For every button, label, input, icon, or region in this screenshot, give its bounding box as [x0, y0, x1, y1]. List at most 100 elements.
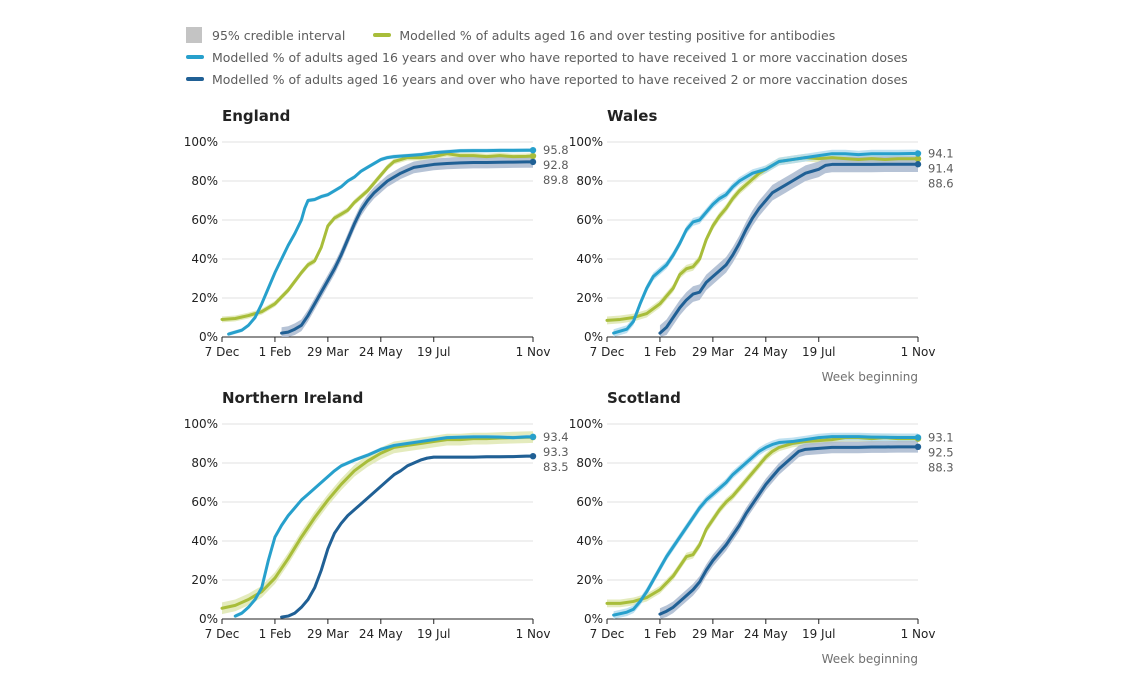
vacc2-interval-band	[659, 440, 918, 619]
vacc2-line	[658, 445, 920, 616]
vacc2-end-label: 83.5	[543, 460, 569, 474]
y-tick-label: 60%	[576, 495, 603, 509]
chart-panel-northern-ireland: Northern Ireland 0% 20% 40% 60% 80% 100% 7 Dec 1…	[184, 389, 569, 641]
y-tick-label: 0%	[584, 330, 603, 344]
antibodies-interval-band	[607, 153, 918, 325]
x-tick-label: 1 Feb	[644, 627, 677, 641]
antibodies-line	[220, 152, 535, 321]
antibodies-end-marker	[914, 155, 922, 162]
y-tick-label: 20%	[576, 573, 603, 587]
y-tick-label: 0%	[199, 330, 218, 344]
vacc2-interval-band	[281, 454, 533, 619]
panel-title: Scotland	[607, 389, 681, 407]
legend-row-2: Modelled % of adults aged 16 years and o…	[186, 46, 946, 68]
y-tick-label: 80%	[576, 456, 603, 470]
y-tick-label: 20%	[576, 291, 603, 305]
y-tick-label: 80%	[191, 174, 218, 188]
vacc1-interval-band	[613, 149, 918, 337]
antibodies-line	[220, 435, 535, 610]
panel-title: Wales	[607, 107, 657, 125]
legend-vacc1-label: Modelled % of adults aged 16 years and o…	[212, 49, 908, 65]
x-tick-label: 19 Jul	[417, 345, 451, 359]
y-tick-label: 80%	[576, 174, 603, 188]
y-tick-label: 80%	[191, 456, 218, 470]
y-tick-label: 100%	[184, 135, 218, 149]
vacc2-line	[658, 162, 920, 335]
panel-title: England	[222, 107, 290, 125]
vacc2-end-marker	[529, 452, 537, 460]
legend-item-vacc2: Modelled % of adults aged 16 years and o…	[186, 72, 908, 87]
y-tick-label: 20%	[191, 291, 218, 305]
x-tick-label: 29 Mar	[307, 345, 349, 359]
y-tick-label: 20%	[191, 573, 218, 587]
x-tick-label: 1 Nov	[901, 345, 936, 359]
y-tick-label: 100%	[569, 417, 603, 431]
legend-row-1: 95% credible interval Modelled % of adul…	[186, 24, 946, 46]
x-tick-label: 24 May	[359, 627, 403, 641]
x-tick-label: 7 Dec	[590, 345, 625, 359]
legend-antibodies-label: Modelled % of adults aged 16 and over te…	[399, 27, 836, 43]
x-tick-label: 1 Feb	[259, 345, 292, 359]
x-tick-label: 7 Dec	[205, 627, 240, 641]
vacc2-end-marker	[914, 443, 922, 451]
vacc2-end-marker	[914, 161, 922, 168]
antibodies-end-label: 93.3	[543, 445, 569, 459]
vacc1-end-label: 95.8	[543, 143, 569, 157]
interval-swatch	[186, 27, 202, 43]
x-tick-label: 1 Nov	[516, 345, 551, 359]
vacc2-end-label: 88.3	[928, 460, 954, 474]
antibodies-line	[605, 156, 920, 322]
y-tick-label: 60%	[191, 213, 218, 227]
vacc1-line	[227, 148, 535, 336]
antibodies-end-label: 92.5	[928, 445, 954, 459]
y-tick-label: 40%	[191, 534, 218, 548]
x-tick-label: 29 Mar	[692, 345, 734, 359]
x-tick-label: 24 May	[744, 627, 788, 641]
legend-item-antibodies: Modelled % of adults aged 16 and over te…	[373, 28, 835, 43]
x-tick-label: 7 Dec	[590, 627, 625, 641]
antibodies-end-label: 91.4	[928, 162, 954, 176]
y-tick-label: 0%	[584, 612, 603, 626]
vacc2-end-marker	[529, 158, 537, 166]
x-tick-label: 7 Dec	[205, 345, 240, 359]
vacc1-end-label: 94.1	[928, 147, 954, 161]
vacc1-swatch	[186, 55, 204, 59]
panel-title: Northern Ireland	[222, 389, 363, 407]
x-tick-label: 1 Feb	[259, 627, 292, 641]
vacc2-line	[280, 454, 535, 619]
chart-legend: 95% credible interval Modelled % of adul…	[186, 24, 946, 90]
vacc1-end-label: 93.1	[928, 430, 954, 444]
vacc1-end-marker	[914, 434, 922, 441]
x-tick-label: 24 May	[359, 345, 403, 359]
y-tick-label: 40%	[191, 252, 218, 266]
vacc2-end-label: 88.6	[928, 177, 954, 191]
vacc2-line	[280, 160, 535, 335]
vacc1-line	[612, 435, 920, 617]
x-tick-label: 29 Mar	[307, 627, 349, 641]
vacc1-line	[233, 435, 535, 618]
legend-item-interval: 95% credible interval	[186, 27, 345, 43]
legend-vacc2-label: Modelled % of adults aged 16 years and o…	[212, 71, 908, 87]
y-tick-label: 40%	[576, 534, 603, 548]
antibodies-swatch	[373, 33, 392, 37]
y-tick-label: 40%	[576, 252, 603, 266]
y-tick-label: 100%	[184, 417, 218, 431]
vacc1-end-marker	[529, 146, 537, 154]
antibodies-interval-band	[222, 150, 533, 323]
antibodies-end-label: 92.8	[543, 158, 569, 172]
vacc1-end-label: 93.4	[543, 430, 569, 444]
x-tick-label: 19 Jul	[417, 627, 451, 641]
chart-panel-wales: Wales 0% 20% 40% 60% 80% 100% 7 Dec 1 Feb 29 Mar 2…	[569, 107, 954, 384]
x-tick-label: 29 Mar	[692, 627, 734, 641]
x-tick-label: 19 Jul	[802, 345, 836, 359]
x-tick-label: 19 Jul	[802, 627, 836, 641]
x-tick-label: 1 Feb	[644, 345, 677, 359]
x-axis-note: Week beginning	[822, 652, 918, 666]
x-axis-note: Week beginning	[822, 370, 918, 384]
y-tick-label: 60%	[191, 495, 218, 509]
vacc1-line	[612, 152, 920, 335]
vacc2-interval-band	[281, 156, 533, 337]
antibodies-end-marker	[529, 152, 537, 160]
vacc2-swatch	[186, 77, 204, 81]
